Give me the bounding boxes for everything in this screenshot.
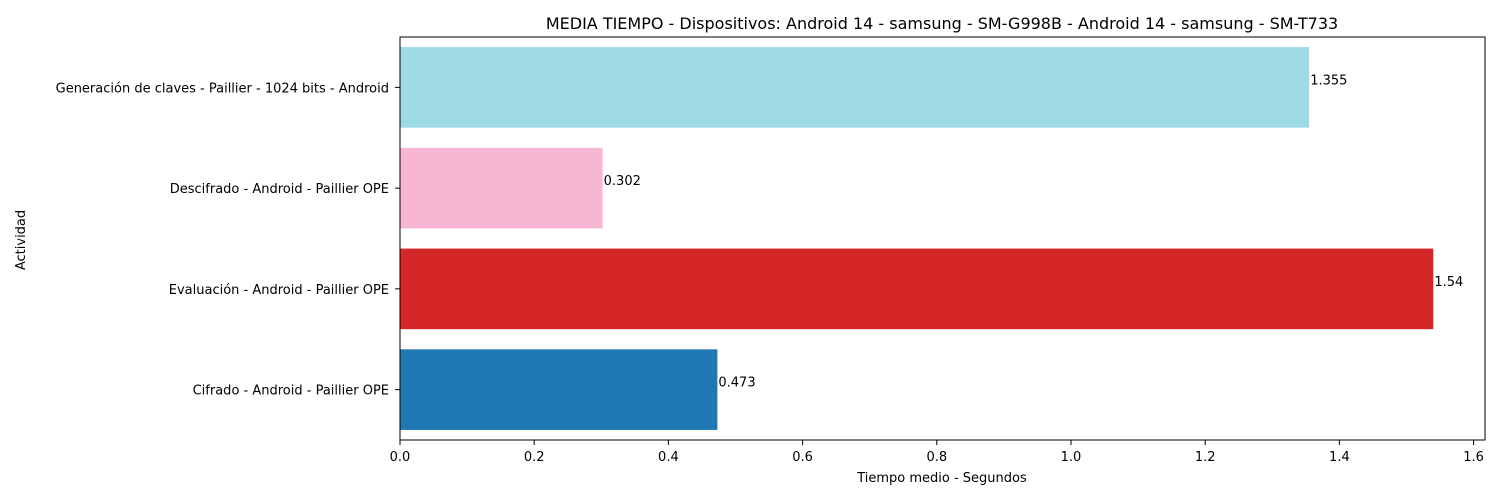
x-axis-label: Tiempo medio - Segundos [856,471,1027,486]
data-labels-group: 1.355 0.302 1.54 0.473 [604,73,1464,390]
x-tick-label: 1.0 [1061,450,1082,465]
y-axis: Generación de claves - Paillier - 1024 b… [56,81,400,399]
x-tick-label: 0.0 [390,450,411,465]
plot-area-frame [399,36,1486,441]
y-tick-label: Generación de claves - Paillier - 1024 b… [56,81,389,96]
bar-value-label: 0.302 [604,174,641,189]
x-tick-label: 1.6 [1463,450,1484,465]
bar-value-label: 1.355 [1310,73,1347,88]
y-tick-label: Descifrado - Android - Paillier OPE [170,182,389,197]
bar [400,147,603,229]
bar [400,349,718,430]
x-tick-label: 0.2 [524,450,545,465]
x-tick-label: 1.2 [1195,450,1216,465]
x-tick-label: 0.4 [658,450,679,465]
bar [400,248,1434,330]
y-tick-label: Cifrado - Android - Paillier OPE [193,384,389,399]
x-tick-label: 1.4 [1329,450,1350,465]
bar-value-label: 1.54 [1434,275,1463,290]
x-tick-label: 0.8 [926,450,947,465]
y-axis-label: Actividad [14,210,29,270]
bars-group [400,47,1434,430]
x-axis: 0.0 0.2 0.4 0.6 0.8 1.0 1.2 1.4 1.6 [390,440,1484,465]
chart-title: MEDIA TIEMPO - Dispositivos: Android 14 … [546,14,1338,33]
bar-value-label: 0.473 [718,376,755,391]
bar [400,47,1310,128]
y-tick-label: Evaluación - Android - Paillier OPE [169,283,389,298]
x-tick-label: 0.6 [792,450,813,465]
